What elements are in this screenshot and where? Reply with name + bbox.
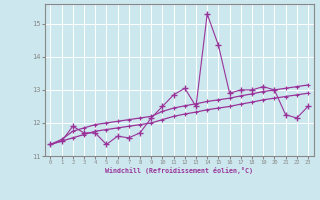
X-axis label: Windchill (Refroidissement éolien,°C): Windchill (Refroidissement éolien,°C)	[105, 167, 253, 174]
